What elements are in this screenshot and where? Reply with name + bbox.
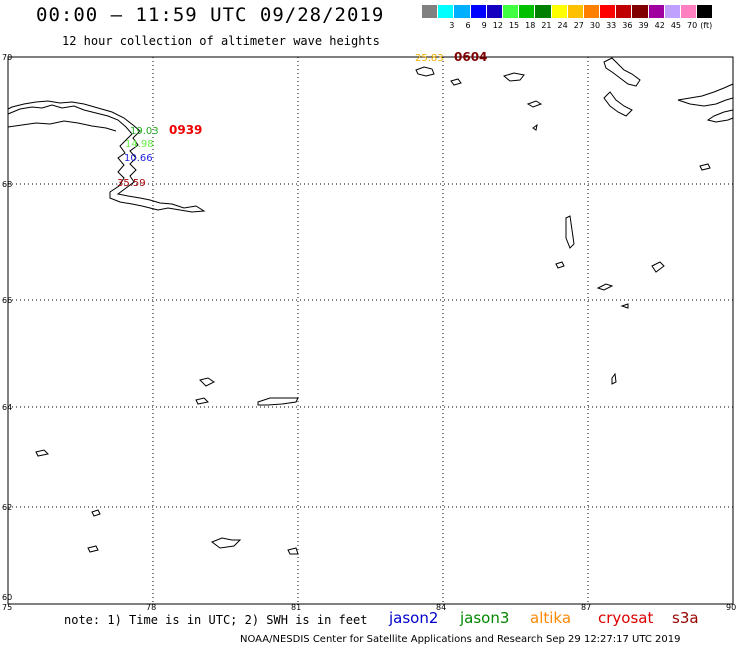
axis-labels: 70 68 66 64 62 60 75 78 81 84 87 90 bbox=[2, 53, 736, 612]
color-swatch bbox=[535, 5, 552, 18]
color-swatch bbox=[470, 5, 487, 18]
island-east-small bbox=[699, 163, 711, 171]
color-label: 6 bbox=[465, 21, 471, 30]
color-swatch bbox=[632, 5, 649, 18]
lake-3 bbox=[257, 397, 299, 406]
map-title: 00:00 – 11:59 UTC 09/28/2019 bbox=[36, 4, 385, 26]
lat-label: 68 bbox=[2, 180, 12, 189]
color-label: 33 bbox=[606, 21, 617, 30]
color-swatch bbox=[454, 5, 471, 18]
island-arctic-4 bbox=[526, 100, 543, 108]
island-mid-5 bbox=[620, 303, 629, 309]
lon-label: 78 bbox=[146, 603, 156, 612]
color-swatch bbox=[616, 5, 633, 18]
coastline-taymyr-south bbox=[603, 91, 633, 117]
color-label: 18 bbox=[525, 21, 536, 30]
island-arctic-1 bbox=[415, 66, 435, 77]
color-swatch bbox=[664, 5, 681, 18]
lake-7 bbox=[210, 537, 242, 549]
color-swatch bbox=[486, 5, 503, 18]
island-mid-4 bbox=[596, 283, 614, 291]
observation-value: 10.66 bbox=[124, 153, 153, 164]
color-legend: 3 6 9 12 15 18 21 24 27 30 33 36 39 42 45 70 (ft) bbox=[422, 5, 714, 30]
color-swatch bbox=[551, 5, 568, 18]
observation-time: 0939 bbox=[169, 123, 202, 137]
legend-cryosat: cryosat bbox=[598, 609, 654, 627]
credit-line: NOAA/NESDIS Center for Satellite Applica… bbox=[240, 634, 681, 645]
color-label: 36 bbox=[622, 21, 633, 30]
color-label: 12 bbox=[492, 21, 503, 30]
color-label: 21 bbox=[541, 21, 552, 30]
coastline-yamal bbox=[7, 100, 206, 213]
observations: 19.03 14.98 10.66 35.59 0939 25.83 0604 bbox=[117, 50, 487, 189]
map-subtitle: 12 hour collection of altimeter wave hei… bbox=[62, 34, 380, 48]
island-arctic-2 bbox=[450, 78, 462, 86]
legend-jason3: jason3 bbox=[460, 609, 510, 627]
color-swatch bbox=[502, 5, 520, 18]
observation-time: 0604 bbox=[454, 50, 487, 64]
island-mid-6 bbox=[611, 372, 617, 385]
color-swatch bbox=[681, 5, 698, 18]
lat-label: 62 bbox=[2, 503, 12, 512]
color-swatch bbox=[600, 5, 617, 18]
color-label: 3 bbox=[449, 21, 455, 30]
lat-label: 64 bbox=[2, 403, 12, 412]
coastline-yamal-inlet bbox=[7, 120, 117, 132]
color-swatch bbox=[438, 5, 455, 18]
lat-label: 60 bbox=[2, 593, 12, 602]
lat-label: 66 bbox=[2, 296, 12, 305]
lon-label: 90 bbox=[726, 603, 736, 612]
map-frame bbox=[7, 56, 734, 605]
color-label: 70 bbox=[687, 21, 698, 30]
color-label: 30 bbox=[589, 21, 601, 30]
island-mid-1 bbox=[565, 215, 575, 249]
footer-note: note: 1) Time is in UTC; 2) SWH is in fe… bbox=[64, 613, 368, 627]
observation-value: 19.03 bbox=[130, 126, 159, 137]
island-arctic-5 bbox=[532, 123, 538, 131]
coastlines bbox=[7, 57, 734, 555]
legend-s3a: s3a bbox=[672, 609, 699, 627]
coastline-taymyr-north bbox=[603, 57, 641, 87]
lake-2 bbox=[195, 397, 210, 405]
legend-altika: altika bbox=[530, 609, 572, 627]
color-label: 15 bbox=[508, 21, 520, 30]
lon-label: 81 bbox=[291, 603, 301, 612]
lake-5 bbox=[91, 509, 101, 517]
color-swatch bbox=[422, 5, 439, 18]
island-mid-2 bbox=[555, 261, 565, 269]
color-label: 39 bbox=[638, 21, 649, 30]
color-swatch bbox=[583, 5, 601, 18]
color-label: 45 bbox=[670, 21, 681, 30]
color-label: 42 bbox=[654, 21, 665, 30]
color-labels: 3 6 9 12 15 18 21 24 27 30 33 36 39 42 45 70 (ft) bbox=[422, 21, 713, 30]
color-swatch bbox=[648, 5, 665, 18]
color-swatch bbox=[567, 5, 584, 18]
observation-value: 35.59 bbox=[117, 178, 146, 189]
lon-label: 84 bbox=[436, 603, 446, 612]
coastline-east-2 bbox=[706, 109, 734, 123]
coastline-east bbox=[677, 83, 734, 107]
color-swatch bbox=[697, 5, 714, 18]
color-swatch bbox=[519, 5, 536, 18]
color-swatches bbox=[422, 5, 714, 18]
observation-value: 25.83 bbox=[415, 53, 444, 64]
lake-6 bbox=[87, 545, 99, 553]
lon-label: 75 bbox=[2, 603, 12, 612]
lat-label: 70 bbox=[2, 53, 12, 62]
color-label: 24 bbox=[557, 21, 568, 30]
lake-4 bbox=[35, 449, 50, 457]
lon-label: 87 bbox=[581, 603, 591, 612]
lake-1 bbox=[199, 377, 215, 387]
lake-8 bbox=[287, 547, 299, 555]
color-label: 9 bbox=[481, 21, 487, 30]
color-unit: (ft) bbox=[700, 21, 713, 30]
legend-jason2: jason2 bbox=[389, 609, 439, 627]
island-arctic-3 bbox=[502, 72, 525, 82]
color-label: 27 bbox=[573, 21, 584, 30]
island-mid-3 bbox=[651, 261, 665, 273]
graticule bbox=[8, 56, 733, 604]
observation-value: 14.98 bbox=[125, 139, 154, 150]
